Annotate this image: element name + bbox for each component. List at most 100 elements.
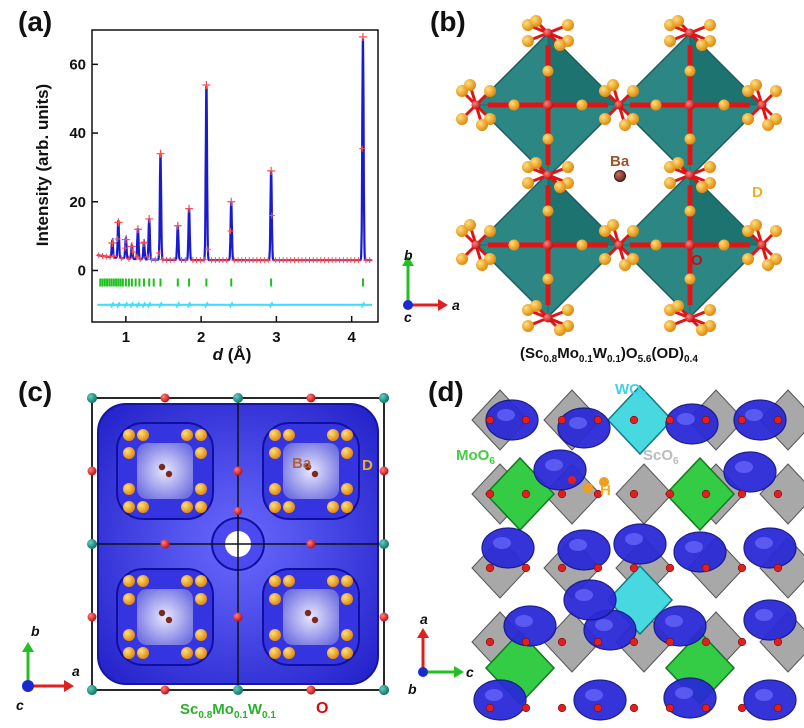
sc-atom [379, 685, 389, 695]
obs-peak-point [173, 221, 182, 230]
ba-atom [158, 463, 166, 471]
density-blob [573, 679, 627, 721]
axis-label-c: c [404, 309, 412, 325]
d-atom [742, 113, 754, 125]
o-atom [557, 489, 567, 499]
d-atom [664, 35, 676, 47]
o-atom [629, 637, 639, 647]
o-atom [521, 489, 531, 499]
d-atom [684, 205, 696, 217]
wo6-octahedron [606, 384, 674, 456]
sc-atom [379, 393, 389, 403]
d-atom [484, 225, 496, 237]
o-atom [757, 100, 767, 110]
y-tick-label: 40 [69, 125, 86, 142]
d-atom [195, 629, 207, 641]
label-o-b: O [691, 252, 703, 269]
h-atom [599, 477, 609, 487]
o-atom [543, 100, 553, 110]
d-atom [664, 320, 676, 332]
o-atom [306, 685, 316, 695]
moo6-octahedron [664, 456, 736, 532]
obs-point [118, 255, 125, 262]
density-highlight [625, 533, 643, 545]
density-blob [481, 527, 535, 569]
panel-letter-c: (c) [18, 376, 53, 407]
y-tick-label: 20 [69, 194, 86, 211]
d-atom [770, 85, 782, 97]
o-atom [614, 240, 624, 250]
d-atom [123, 629, 135, 641]
y-axis-label: Intensity (arb. units) [33, 84, 52, 246]
d-atom [684, 273, 696, 285]
d-atom [718, 99, 730, 111]
d-atom [742, 253, 754, 265]
obs-point [227, 227, 234, 234]
o-atom [485, 563, 495, 573]
d-atom [619, 259, 631, 271]
obs-point [144, 253, 151, 260]
o-atom [234, 507, 242, 515]
obs-point [152, 256, 159, 263]
d-atom [327, 575, 339, 587]
axis-label-b: b [31, 623, 40, 639]
o-atom [543, 170, 553, 180]
o-atom [87, 612, 97, 622]
obs-peak-point [121, 235, 130, 244]
ba-atom [158, 609, 166, 617]
o-atom [160, 685, 170, 695]
d-atom [607, 219, 619, 231]
d-atom [137, 647, 149, 659]
d-atom [341, 575, 353, 587]
d-atom [576, 239, 588, 251]
d-atom [762, 119, 774, 131]
panel-letter-a: (a) [18, 6, 53, 37]
side-view-density [471, 384, 804, 721]
ba-atom [165, 470, 173, 478]
density-highlight [665, 615, 683, 627]
obs-peak-point [145, 214, 154, 223]
density-blob [665, 403, 719, 445]
nuclear-density-map [87, 393, 389, 695]
d-atom [522, 35, 534, 47]
d-atom [123, 575, 135, 587]
ba-atom [165, 616, 173, 624]
d-atom [464, 79, 476, 91]
o-atom [521, 415, 531, 425]
d-atom [672, 157, 684, 169]
o-atom [593, 489, 603, 499]
x-tick-label: 2 [197, 329, 205, 346]
axis-label-a: a [420, 611, 428, 627]
d-atom [530, 300, 542, 312]
obs-point [133, 254, 140, 261]
density-blob [533, 449, 587, 491]
d-atom [123, 483, 135, 495]
sc-atom [87, 393, 97, 403]
o-atom [233, 612, 243, 622]
d-atom [181, 575, 193, 587]
o-atom [665, 563, 675, 573]
obs-peak-point [108, 238, 117, 247]
density-blob [473, 679, 527, 721]
o-atom [685, 28, 695, 38]
o-atom [593, 703, 603, 713]
panel-letter-d: (d) [428, 376, 464, 407]
axis-label-c: c [16, 697, 24, 713]
d-atom [684, 133, 696, 145]
d-atom [195, 593, 207, 605]
d-atom [181, 647, 193, 659]
o-atom [665, 637, 675, 647]
axis-label-a: a [452, 297, 460, 313]
o-atom [701, 489, 711, 499]
density-highlight [493, 537, 511, 549]
label-sco6: ScO6 [643, 447, 679, 467]
d-atom [341, 501, 353, 513]
obs-point [107, 254, 114, 261]
sc-atom [379, 539, 389, 549]
d-atom [341, 483, 353, 495]
x-tick-label: 1 [122, 329, 130, 346]
o-atom [485, 489, 495, 499]
density-highlight [735, 461, 753, 473]
